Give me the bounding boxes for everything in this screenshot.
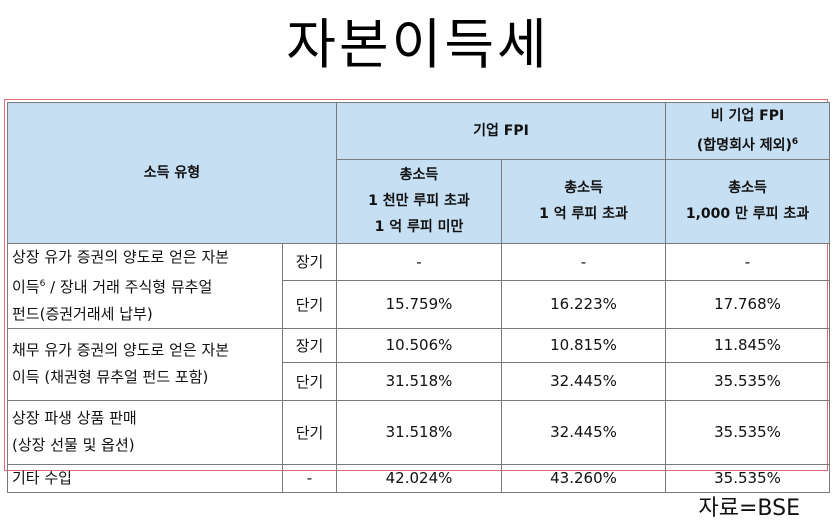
value-cell: - bbox=[500, 242, 667, 281]
value-cell: 11.845% bbox=[665, 327, 831, 363]
value-cell: 35.535% bbox=[665, 361, 831, 401]
category-cell: 기타 수입 bbox=[7, 463, 283, 493]
value-cell: - bbox=[665, 242, 831, 281]
table-row: 기타 수입 - 42.024% 43.260% 35.535% bbox=[7, 463, 831, 493]
value-cell: 32.445% bbox=[500, 399, 667, 465]
header-fpi-corp: 기업 FPI bbox=[335, 102, 667, 160]
footnote-marker: 6 bbox=[791, 137, 799, 147]
value-cell: 31.518% bbox=[336, 399, 502, 465]
value-cell: 16.223% bbox=[500, 279, 667, 329]
value-cell: 42.024% bbox=[336, 463, 502, 493]
term-cell: - bbox=[282, 463, 337, 493]
header-fpi-noncorp-line2: (합명회사 제외)6 bbox=[696, 137, 799, 154]
category-cell: 상장 파생 상품 판매 (상장 선물 및 옵션) bbox=[7, 399, 283, 465]
value-cell: 32.445% bbox=[500, 361, 667, 401]
table-row: 단기 15.759% 16.223% 17.768% bbox=[8, 279, 831, 329]
table-row: 채무 유가 증권의 양도로 얻은 자본 이득 (채권형 뮤추얼 펀드 포함) 장… bbox=[7, 327, 831, 401]
header-col3: 총소득 1,000 만 루피 초과 bbox=[665, 158, 831, 244]
value-cell: 35.535% bbox=[665, 399, 831, 465]
term-cell: 단기 bbox=[282, 361, 337, 401]
header-col1: 총소득 1 천만 루피 초과 1 억 루피 미만 bbox=[336, 158, 502, 244]
value-cell: 10.815% bbox=[500, 327, 667, 363]
value-cell: 35.535% bbox=[665, 463, 831, 493]
term-cell: 단기 bbox=[282, 279, 337, 329]
term-cell: 장기 bbox=[282, 242, 337, 281]
category-cell: 채무 유가 증권의 양도로 얻은 자본 이득 (채권형 뮤추얼 펀드 포함) bbox=[7, 327, 283, 401]
value-cell: 15.759% bbox=[336, 279, 502, 329]
table-row: 상장 유가 증권의 양도로 얻은 자본 이득6 / 장내 거래 주식형 뮤추얼 … bbox=[7, 242, 831, 329]
value-cell: - bbox=[336, 242, 502, 281]
header-fpi-noncorp-line1: 비 기업 FPI bbox=[710, 108, 785, 124]
header-income-type: 소득 유형 bbox=[7, 102, 337, 244]
header-col2: 총소득 1 억 루피 초과 bbox=[500, 158, 667, 244]
term-cell: 장기 bbox=[282, 327, 337, 363]
value-cell: 31.518% bbox=[336, 361, 502, 401]
term-cell: 단기 bbox=[282, 399, 337, 465]
header-fpi-noncorp: 비 기업 FPI (합명회사 제외)6 bbox=[665, 102, 831, 160]
page-title: 자본이득세 bbox=[286, 13, 550, 76]
source-caption: 자료=BSE bbox=[698, 496, 801, 521]
value-cell: 43.260% bbox=[500, 463, 667, 493]
value-cell: 17.768% bbox=[665, 279, 831, 329]
table-row: 상장 파생 상품 판매 (상장 선물 및 옵션) 단기 31.518% 32.4… bbox=[7, 399, 831, 465]
value-cell: 10.506% bbox=[336, 327, 502, 363]
table-row: 단기 31.518% 32.445% 35.535% bbox=[8, 361, 831, 401]
category-cell: 상장 유가 증권의 양도로 얻은 자본 이득6 / 장내 거래 주식형 뮤추얼 … bbox=[7, 242, 283, 329]
tax-table: 소득 유형 기업 FPI 비 기업 FPI (합명회사 제외)6 총소득 1 천… bbox=[7, 102, 831, 493]
